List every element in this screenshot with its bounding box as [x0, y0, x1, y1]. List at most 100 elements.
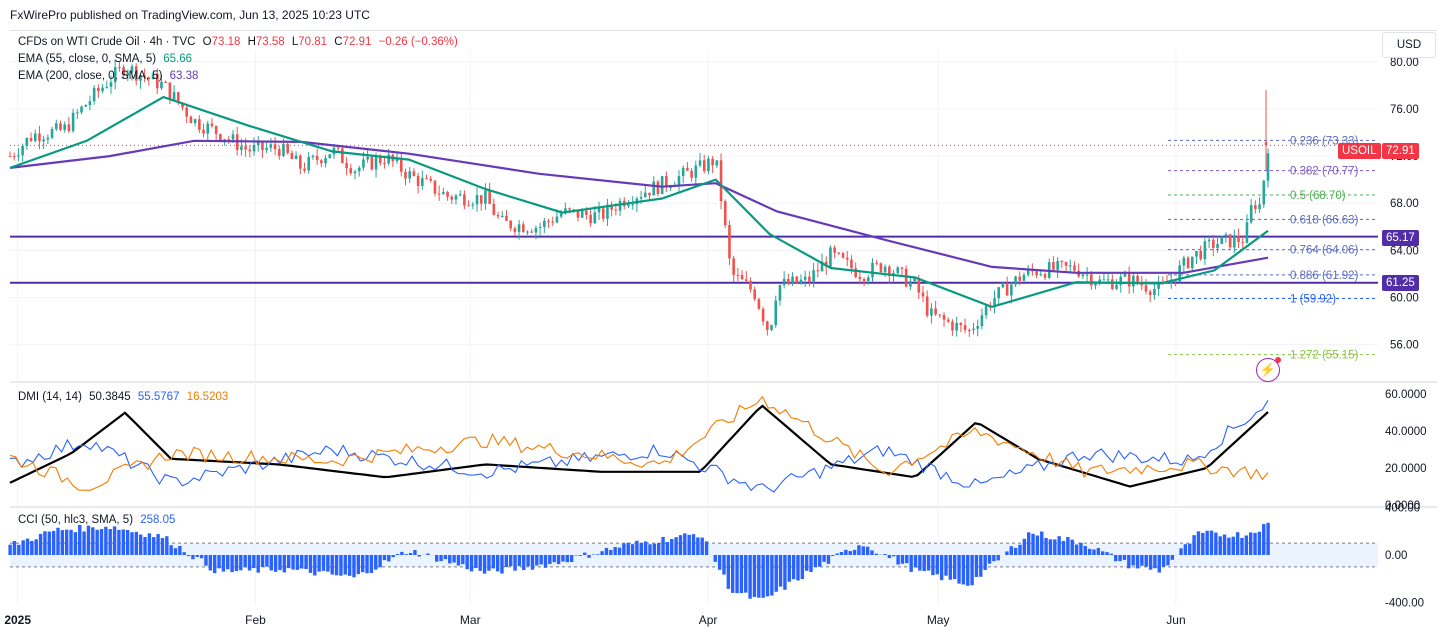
time-tick-label: Mar — [460, 613, 481, 627]
cci-bar — [1009, 546, 1013, 555]
price-tick-label: 68.00 — [1390, 198, 1419, 210]
candle-body — [921, 292, 925, 297]
cci-bar — [495, 555, 500, 572]
dmi-tick-label: 20.0000 — [1385, 463, 1427, 475]
cci-bar — [404, 554, 408, 555]
candle-body — [1203, 241, 1207, 260]
cci-bar — [1192, 535, 1196, 555]
time-tick-label: Apr — [699, 613, 718, 627]
candle-body — [513, 228, 517, 232]
candle-body — [757, 299, 761, 309]
cci-bar — [482, 555, 487, 574]
candle-body — [972, 328, 975, 330]
candle-body — [126, 72, 130, 76]
candle-body — [357, 167, 361, 172]
candle-body — [997, 287, 1001, 299]
candle-body — [421, 178, 424, 186]
candle-body — [976, 326, 979, 329]
cci-bar — [221, 555, 226, 572]
cci-bar — [38, 533, 43, 555]
candle-body — [299, 155, 302, 169]
candle-body — [164, 81, 167, 83]
lightning-icon[interactable]: ⚡ — [1256, 357, 1281, 382]
candle-body — [38, 133, 41, 142]
candle-body — [946, 319, 950, 322]
cci-bar — [1170, 555, 1175, 560]
price-tick-label: 80.00 — [1390, 57, 1419, 69]
cci-value: 258.05 — [140, 514, 176, 526]
candle-body — [585, 210, 588, 215]
candle-body — [416, 175, 420, 186]
candle-body — [176, 92, 180, 103]
candle-body — [143, 75, 146, 78]
candle-body — [648, 192, 651, 196]
candle-body — [437, 193, 441, 195]
time-tick-label: May — [927, 613, 950, 627]
candle-body — [160, 81, 163, 89]
candle-body — [782, 279, 786, 286]
candle-body — [761, 308, 765, 322]
cci-histogram — [8, 522, 1378, 599]
candle-body — [387, 154, 390, 164]
candle-body — [833, 247, 836, 253]
candle-body — [139, 75, 142, 81]
candle-body — [67, 124, 71, 131]
ema55-label: EMA (55, close, 0, SMA, 5) — [18, 53, 157, 65]
cci-bar — [696, 537, 700, 555]
cci-bar — [91, 527, 95, 555]
candle-body — [1001, 283, 1005, 288]
candle-body — [728, 225, 731, 259]
candle-body — [1073, 265, 1076, 271]
candle-body — [631, 204, 634, 206]
cci-bar — [195, 555, 199, 557]
candle-body — [189, 116, 193, 124]
candle-body — [1136, 275, 1139, 284]
candle-body — [677, 176, 681, 186]
candle-body — [858, 277, 862, 280]
fib-label: 0.764 (64.06) — [1290, 245, 1359, 257]
cci-bar — [1235, 532, 1240, 555]
cci-bar — [282, 555, 287, 573]
cci-bar — [347, 555, 352, 576]
horizontal-lines — [10, 144, 1378, 284]
cci-bar — [469, 555, 474, 572]
cci-bar — [500, 555, 504, 574]
cci-bar — [548, 555, 552, 565]
candle-body — [1127, 273, 1131, 287]
candle-body — [951, 321, 954, 331]
cci-bar — [60, 530, 65, 555]
candle-body — [959, 322, 963, 326]
cci-bar — [596, 554, 600, 555]
candle-body — [471, 204, 475, 206]
currency-selector[interactable]: USD — [1382, 32, 1436, 58]
fib-label: 0.618 (66.63) — [1290, 214, 1359, 226]
ema55-legend: EMA (55, close, 0, SMA, 5) 65.66 — [18, 53, 196, 65]
candle-body — [240, 146, 243, 150]
candle-body — [808, 276, 811, 282]
candle-body — [1102, 279, 1106, 281]
cci-bar — [961, 555, 966, 585]
cci-bar — [169, 545, 173, 555]
cci-bar — [818, 555, 822, 567]
cci-bar — [152, 537, 156, 555]
candle-body — [265, 147, 268, 151]
candle-body — [336, 147, 340, 149]
cci-bar — [1070, 539, 1074, 555]
candle-body — [917, 278, 921, 293]
axes: 80.0076.0072.0068.0064.0060.0056.0060.00… — [4, 57, 1426, 627]
cci-bar — [478, 555, 482, 571]
cci-bar — [539, 555, 543, 565]
cci-bar — [752, 555, 757, 597]
cci-legend: CCI (50, hlc3, SMA, 5) 258.05 — [18, 514, 179, 526]
candle-body — [543, 220, 546, 227]
candle-body — [412, 171, 416, 176]
candle-body — [702, 160, 706, 172]
candle-body — [101, 87, 104, 92]
cci-bar — [208, 555, 213, 571]
candle-body — [845, 257, 849, 260]
candle-body — [967, 329, 971, 331]
candle-body — [1089, 274, 1093, 286]
candle-body — [378, 157, 382, 164]
cci-bar — [831, 555, 835, 556]
